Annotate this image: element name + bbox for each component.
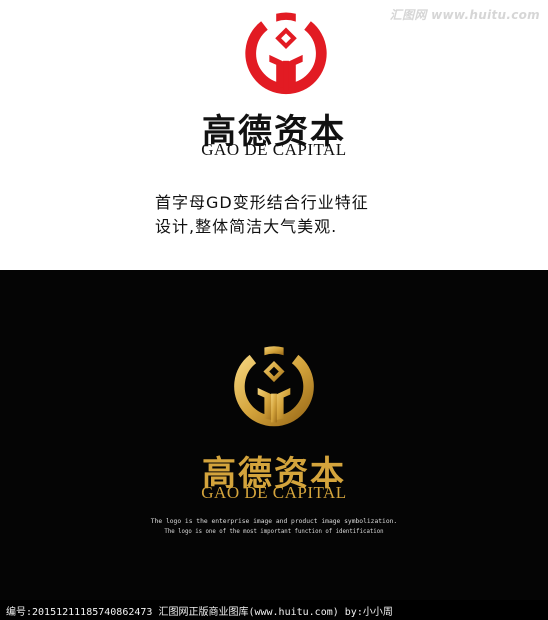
brand-name-en-gold: GAO DE CAPITAL — [201, 483, 347, 502]
description-line-1: 首字母GD变形结合行业特征 — [155, 193, 369, 212]
gd-monogram-red-icon — [245, 12, 327, 95]
dark-logo-panel: 高德资本 GAO DE CAPITAL The logo is the ente… — [0, 270, 548, 600]
footer-bar: 编号:20151211185740862473 汇图网正版商业图库(www.hu… — [0, 600, 548, 620]
tagline-line-2: The logo is one of the most important fu… — [164, 529, 384, 535]
gd-monogram-gold-icon — [234, 346, 314, 427]
light-logo-panel: 汇图网 www.huitu.com 高德资本 GAO DE CAPITAL 首字… — [0, 0, 548, 270]
tagline-line-1: The logo is the enterprise image and pro… — [150, 518, 398, 525]
brand-name-en: GAO DE CAPITAL — [201, 140, 347, 159]
description-line-2: 设计,整体简洁大气美观. — [155, 217, 338, 236]
footer-text: 编号:20151211185740862473 汇图网正版商业图库(www.hu… — [6, 607, 393, 618]
brand-name-cn: 高德资本 — [202, 112, 346, 152]
watermark: 汇图网 www.huitu.com — [389, 8, 540, 22]
brand-name-cn-gold: 高德资本 — [202, 454, 346, 494]
